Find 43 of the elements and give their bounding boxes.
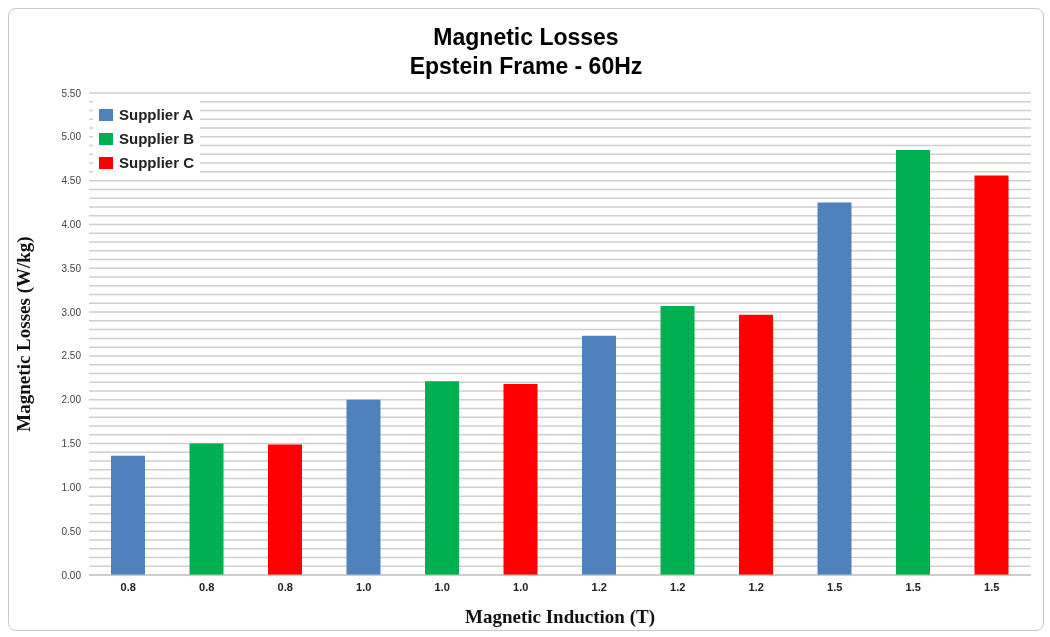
x-axis-title: Magnetic Induction (T) xyxy=(465,606,655,628)
y-tick-label: 4.50 xyxy=(61,175,82,187)
x-tick-label: 0.8 xyxy=(120,580,136,593)
y-tick-label: 0.50 xyxy=(61,525,82,537)
x-tick-label: 1.2 xyxy=(591,580,607,593)
x-tick-label: 1.0 xyxy=(434,580,450,593)
x-tick-label: 1.0 xyxy=(513,580,529,593)
chart-title: Magnetic Losses xyxy=(432,23,620,52)
bar xyxy=(896,149,930,575)
bar xyxy=(817,202,852,575)
x-tick-label: 1.5 xyxy=(905,580,921,593)
y-tick-label: 2.00 xyxy=(61,394,82,406)
x-tick-label: 1.2 xyxy=(670,580,686,593)
bar xyxy=(111,455,145,575)
y-tick-label: 4.00 xyxy=(61,219,82,230)
bar xyxy=(582,335,616,575)
x-tick-label: 1.5 xyxy=(827,580,843,593)
legend-label: Supplier C xyxy=(119,153,195,173)
y-tick-label: 3.50 xyxy=(61,262,82,274)
y-axis-title: Magnetic Losses (W/kg) xyxy=(12,236,35,432)
y-tick-label: 5.00 xyxy=(61,131,82,143)
bar xyxy=(425,381,459,575)
bar xyxy=(503,383,538,575)
legend-label: Supplier A xyxy=(119,105,194,125)
x-tick-label: 0.8 xyxy=(199,580,215,593)
y-tick-label: 0.00 xyxy=(61,569,82,581)
y-tick-label: 1.00 xyxy=(61,481,82,493)
x-tick-label: 0.8 xyxy=(277,580,293,593)
y-tick-label: 3.00 xyxy=(61,306,82,318)
x-tick-label: 1.2 xyxy=(748,580,764,593)
bar xyxy=(660,305,695,575)
bar xyxy=(268,444,302,575)
x-tick-label: 1.0 xyxy=(356,580,372,593)
y-tick-label: 2.50 xyxy=(61,350,82,362)
y-tick-label: 1.50 xyxy=(61,438,82,450)
bar xyxy=(974,175,1009,575)
x-tick-label: 1.5 xyxy=(984,580,1000,593)
y-tick-label: 5.50 xyxy=(61,87,82,99)
chart-subtitle: Epstein Frame - 60Hz xyxy=(408,52,644,81)
bar xyxy=(189,443,224,575)
bar xyxy=(346,399,381,575)
bar xyxy=(739,314,773,575)
legend-label: Supplier B xyxy=(119,129,195,149)
